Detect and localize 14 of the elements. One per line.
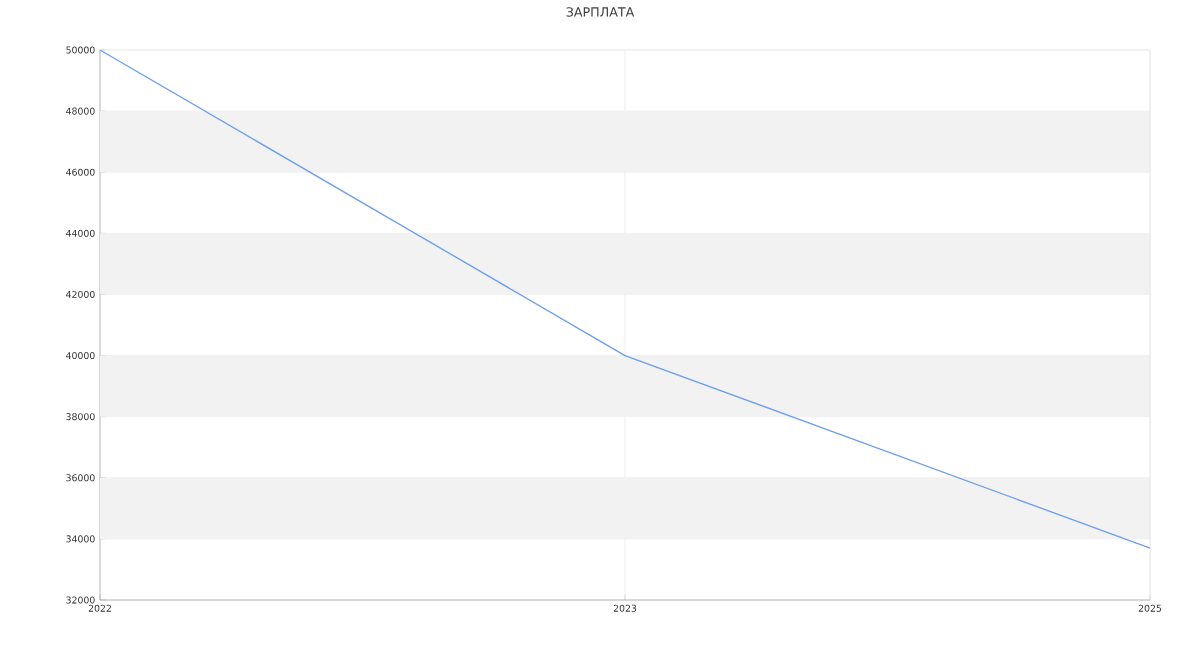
- y-tick-label: 48000: [66, 107, 95, 115]
- x-tick-label: 2023: [613, 604, 637, 612]
- y-tick-label: 40000: [66, 352, 95, 360]
- y-tick-label: 42000: [66, 290, 95, 298]
- chart-title: ЗАРПЛАТА: [566, 7, 635, 17]
- y-tick-label: 50000: [66, 46, 95, 54]
- x-tick-label: 2025: [1138, 604, 1162, 612]
- y-tick-label: 46000: [66, 168, 95, 176]
- y-tick-label: 38000: [66, 413, 95, 421]
- y-tick-label: 44000: [66, 229, 95, 237]
- y-tick-label: 32000: [66, 596, 95, 604]
- x-tick-label: 2022: [88, 604, 111, 612]
- y-tick-label: 36000: [66, 474, 95, 482]
- y-tick-label: 34000: [66, 535, 95, 543]
